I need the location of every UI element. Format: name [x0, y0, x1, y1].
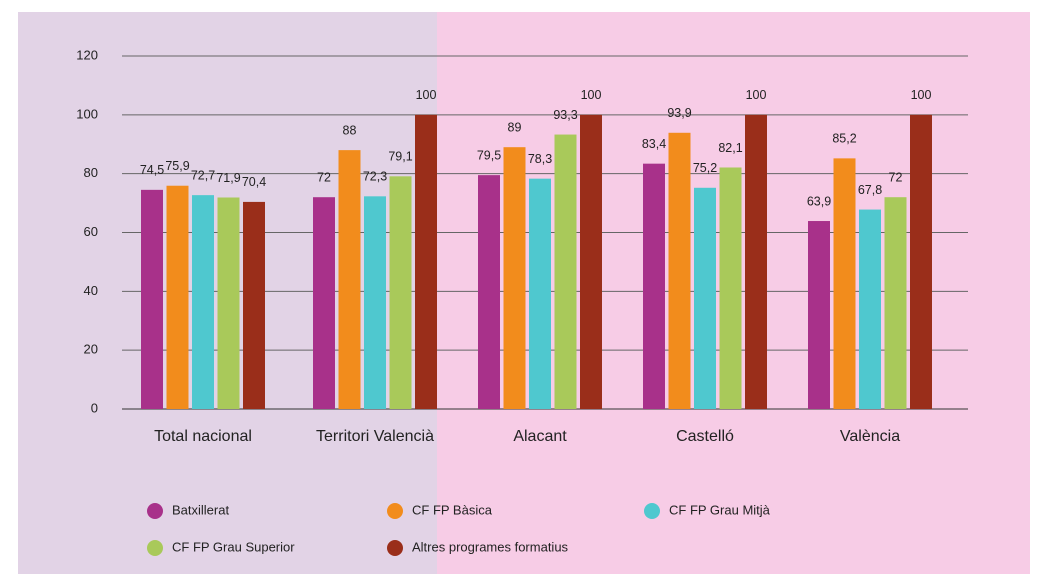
- bar: [529, 178, 551, 409]
- value-label: 67,8: [858, 183, 882, 197]
- value-label: 75,9: [165, 159, 189, 173]
- bar: [694, 187, 716, 409]
- y-tick-label: 0: [91, 400, 98, 415]
- y-tick-label: 60: [84, 224, 98, 239]
- bar: [338, 150, 361, 409]
- value-label: 93,3: [553, 108, 577, 122]
- y-tick-label: 120: [76, 47, 98, 62]
- legend-marker: [387, 540, 403, 556]
- y-tick-label: 80: [84, 165, 98, 180]
- value-label: 75,2: [693, 161, 717, 175]
- legend-marker: [147, 540, 163, 556]
- x-tick-label: València: [840, 428, 900, 445]
- value-label: 79,1: [388, 150, 412, 164]
- legend-marker: [147, 503, 163, 519]
- value-label: 100: [581, 88, 602, 102]
- value-label: 72: [889, 170, 903, 184]
- bar: [580, 114, 602, 409]
- legend-marker: [644, 503, 660, 519]
- bar: [808, 221, 830, 409]
- bar: [166, 185, 189, 409]
- bar: [415, 114, 437, 409]
- value-label: 72: [317, 170, 331, 184]
- value-label: 79,5: [477, 148, 501, 162]
- bar: [364, 196, 386, 409]
- value-label: 70,4: [242, 175, 266, 189]
- legend-label: CF FP Grau Superior: [172, 539, 295, 554]
- bar: [313, 197, 335, 409]
- bar: [910, 114, 932, 409]
- legend-label: CF FP Grau Mitjà: [669, 502, 771, 517]
- bar: [833, 158, 856, 409]
- value-label: 88: [343, 123, 357, 137]
- legend-label: Altres programes formatius: [412, 539, 569, 554]
- legend-label: CF FP Bàsica: [412, 502, 493, 517]
- bar: [643, 163, 665, 409]
- bar: [141, 189, 163, 409]
- bar: [503, 147, 526, 410]
- bar: [884, 197, 907, 409]
- value-label: 100: [416, 88, 437, 102]
- value-label: 71,9: [216, 171, 240, 185]
- value-label: 100: [746, 88, 767, 102]
- y-tick-label: 40: [84, 283, 98, 298]
- value-label: 72,3: [363, 170, 387, 184]
- value-label: 82,1: [718, 141, 742, 155]
- value-label: 63,9: [807, 194, 831, 208]
- value-label: 89: [508, 120, 522, 134]
- x-tick-label: Alacant: [513, 428, 567, 445]
- bar: [217, 197, 240, 409]
- value-label: 78,3: [528, 152, 552, 166]
- bar: [243, 201, 265, 409]
- y-tick-label: 100: [76, 106, 98, 121]
- value-label: 100: [911, 88, 932, 102]
- bar: [745, 114, 767, 409]
- value-label: 83,4: [642, 137, 666, 151]
- bar: [668, 132, 691, 409]
- legend-label: Batxillerat: [172, 502, 229, 517]
- bar: [478, 175, 500, 409]
- legend-marker: [387, 503, 403, 519]
- value-label: 93,9: [667, 106, 691, 120]
- x-tick-label: Territori Valencià: [316, 428, 434, 445]
- x-tick-label: Total nacional: [154, 428, 252, 445]
- x-tick-label: Castelló: [676, 428, 734, 445]
- y-tick-label: 20: [84, 342, 98, 357]
- bar: [719, 167, 742, 409]
- value-label: 85,2: [832, 132, 856, 146]
- bar: [389, 176, 412, 409]
- bar: [859, 209, 881, 409]
- bar: [554, 134, 577, 410]
- value-label: 72,7: [191, 168, 215, 182]
- value-label: 74,5: [140, 163, 164, 177]
- bar: [192, 195, 214, 409]
